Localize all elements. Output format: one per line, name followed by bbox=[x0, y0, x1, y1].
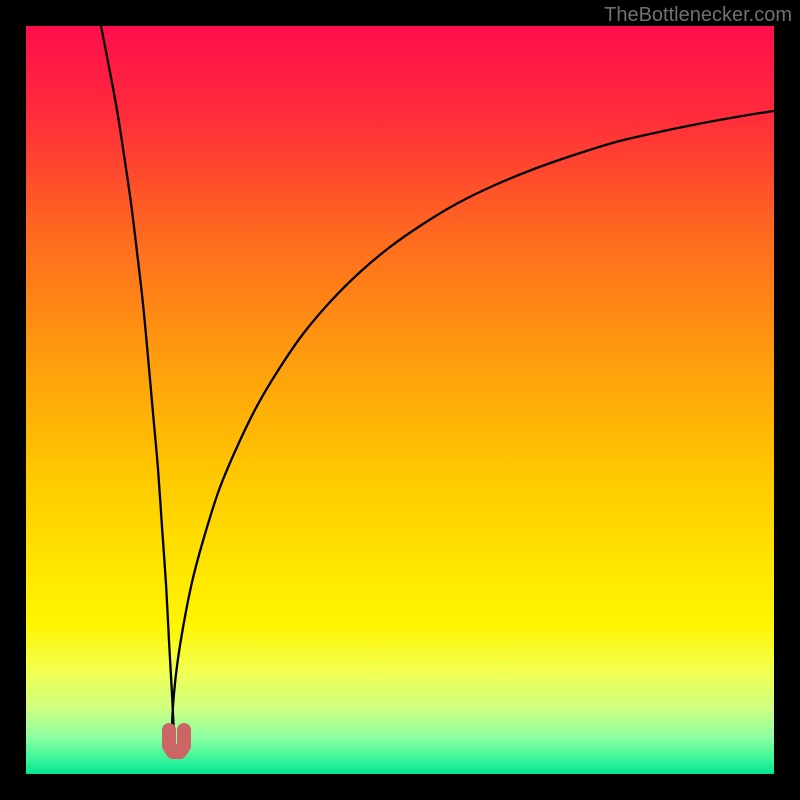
bottleneck-chart bbox=[0, 0, 800, 800]
watermark-text: TheBottlenecker.com bbox=[604, 4, 792, 27]
chart-stage: TheBottlenecker.com bbox=[0, 0, 800, 800]
plot-background bbox=[26, 26, 774, 774]
